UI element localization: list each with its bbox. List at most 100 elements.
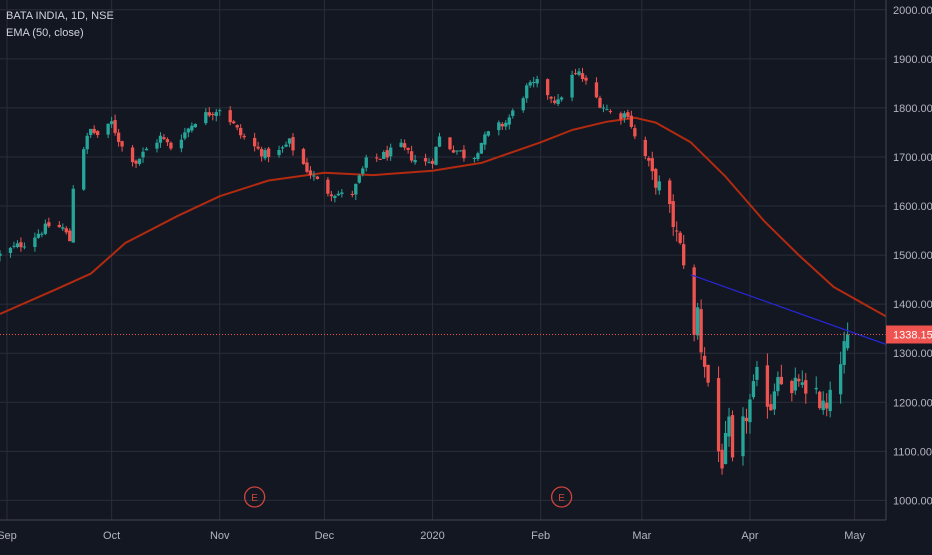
indicator-title[interactable]: EMA (50, close) (6, 27, 84, 39)
candle-body (232, 121, 236, 124)
candle (137, 158, 142, 166)
candle-body (239, 127, 243, 136)
candle (532, 76, 536, 88)
candle-body (228, 110, 232, 123)
candle (43, 219, 48, 236)
candle-body (96, 131, 100, 136)
candle (755, 360, 759, 387)
symbol-title[interactable]: BATA INDIA, 1D, NSE (6, 10, 114, 22)
y-tick-label: 1200.00 (893, 397, 932, 409)
candle (47, 217, 51, 228)
candle-body (605, 109, 609, 111)
candle-body (382, 152, 386, 160)
candle-body (36, 233, 41, 238)
trendline[interactable] (690, 274, 887, 345)
candle (259, 146, 264, 162)
earnings-marker[interactable]: E (550, 486, 573, 508)
candle-body (643, 139, 647, 157)
candle-body (141, 151, 145, 158)
candle-body (22, 246, 27, 248)
candle-body (252, 137, 257, 147)
candle-body (504, 122, 508, 127)
candle (228, 106, 232, 126)
candle-body (158, 135, 163, 143)
candle-body (601, 107, 606, 109)
candle (141, 147, 145, 163)
candle (765, 353, 770, 419)
candle (235, 124, 239, 131)
candle (434, 146, 438, 166)
price-axis[interactable] (886, 0, 932, 550)
candle-body (162, 137, 166, 139)
candle (535, 75, 539, 88)
candle-body (204, 112, 208, 124)
candle (252, 132, 257, 152)
candle (361, 166, 365, 177)
candle (179, 134, 184, 153)
x-tick-label: Dec (315, 530, 335, 542)
x-tick-label: Feb (531, 530, 550, 542)
ema-line (0, 116, 887, 318)
candle (776, 371, 780, 396)
candle-body (699, 309, 703, 353)
candle-body (619, 113, 623, 120)
candle-body (668, 180, 672, 205)
candle-body (15, 243, 20, 247)
candle (0, 250, 2, 262)
candle (629, 110, 634, 129)
candle (692, 264, 696, 342)
candle (479, 142, 484, 154)
candle (385, 145, 389, 161)
candle (82, 146, 86, 191)
candle (96, 130, 100, 138)
candle (218, 108, 222, 116)
candle-body (409, 151, 414, 161)
candle-body (825, 402, 829, 409)
y-tick-label: 1600.00 (893, 201, 932, 213)
candle-body (497, 122, 501, 131)
candle (608, 109, 613, 114)
candle (382, 150, 386, 160)
candle-body (64, 228, 68, 233)
candle (375, 153, 379, 162)
candle (825, 393, 829, 417)
candle (354, 183, 358, 200)
candle-body (19, 242, 23, 248)
candle-body (137, 158, 142, 164)
candle-body (622, 113, 627, 118)
candle (36, 229, 41, 239)
candle (842, 331, 846, 374)
candle (158, 132, 163, 148)
y-tick-label: 1000.00 (893, 495, 932, 507)
earnings-marker[interactable]: E (243, 486, 266, 508)
time-axis[interactable] (0, 520, 886, 550)
candle (601, 104, 606, 113)
candle (455, 150, 459, 155)
candle (61, 223, 65, 231)
candle-body (277, 150, 281, 156)
candle-body (399, 142, 403, 148)
candle-body (532, 82, 536, 84)
candle-body (434, 146, 438, 165)
candle (549, 96, 553, 104)
candle-body (193, 123, 197, 128)
candle (671, 194, 675, 236)
candle (675, 221, 679, 242)
candle-body (804, 380, 808, 394)
candle-body (598, 97, 602, 108)
candle-body (765, 365, 770, 407)
candle-body (305, 162, 309, 172)
candle-body (580, 73, 585, 80)
candle (545, 78, 550, 100)
candle-body (218, 110, 222, 112)
candle-body (259, 148, 264, 157)
y-tick-label: 1500.00 (893, 250, 932, 262)
candle-body (511, 110, 515, 116)
candle (336, 190, 341, 197)
candle (668, 178, 672, 213)
candle (573, 68, 578, 76)
candle (559, 96, 564, 102)
candle (291, 133, 295, 156)
